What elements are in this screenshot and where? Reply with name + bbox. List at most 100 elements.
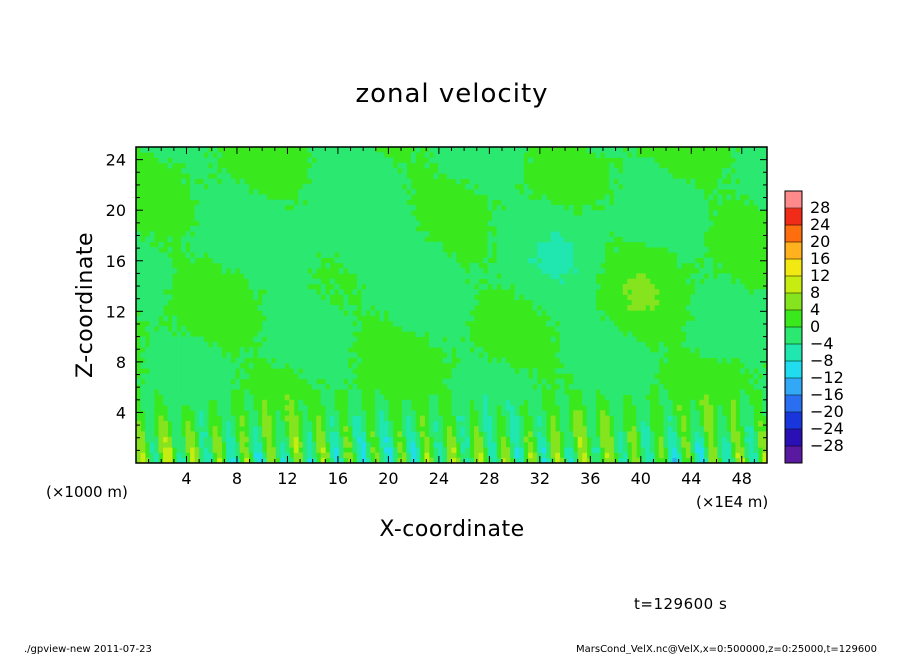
field-cell bbox=[446, 268, 452, 274]
field-cell bbox=[158, 283, 164, 290]
field-cell bbox=[293, 226, 299, 232]
field-cell bbox=[550, 426, 556, 432]
field-cell bbox=[550, 231, 556, 237]
field-cell bbox=[622, 168, 628, 174]
field-cell bbox=[167, 389, 173, 395]
field-cell bbox=[388, 441, 394, 448]
field-cell bbox=[613, 231, 619, 237]
field-cell bbox=[325, 405, 331, 411]
field-cell bbox=[347, 226, 353, 232]
field-cell bbox=[532, 210, 538, 216]
field-cell bbox=[721, 289, 727, 295]
field-cell bbox=[627, 283, 633, 290]
field-cell bbox=[676, 405, 682, 411]
field-cell bbox=[550, 215, 556, 222]
field-cell bbox=[514, 441, 520, 448]
field-cell bbox=[338, 336, 344, 343]
field-cell bbox=[289, 341, 295, 348]
field-cell bbox=[514, 204, 520, 211]
field-cell bbox=[325, 215, 331, 222]
field-cell bbox=[582, 262, 588, 269]
field-cell bbox=[172, 426, 177, 432]
field-cell bbox=[622, 352, 628, 359]
field-cell bbox=[316, 352, 322, 359]
field-cell bbox=[645, 384, 651, 390]
field-cell bbox=[451, 457, 457, 464]
field-cell bbox=[658, 204, 664, 211]
field-cell bbox=[568, 241, 574, 248]
field-cell bbox=[437, 162, 443, 169]
field-cell bbox=[311, 315, 317, 322]
field-cell bbox=[658, 189, 664, 195]
field-cell bbox=[410, 431, 416, 438]
field-cell bbox=[316, 331, 322, 337]
field-cell bbox=[460, 152, 466, 158]
field-cell bbox=[483, 162, 488, 169]
field-cell bbox=[708, 426, 714, 432]
field-cell bbox=[289, 305, 295, 311]
field-cell bbox=[609, 405, 615, 411]
field-cell bbox=[573, 452, 579, 459]
field-cell bbox=[586, 357, 592, 364]
field-cell bbox=[392, 452, 398, 459]
field-cell bbox=[154, 273, 159, 280]
field-cell bbox=[185, 357, 191, 364]
field-cell bbox=[762, 378, 768, 385]
field-cell bbox=[253, 220, 259, 227]
field-cell bbox=[424, 273, 430, 280]
field-cell bbox=[338, 441, 344, 448]
field-cell bbox=[316, 362, 322, 369]
field-cell bbox=[284, 268, 290, 274]
field-cell bbox=[361, 178, 367, 185]
field-cell bbox=[501, 410, 506, 416]
field-cell bbox=[289, 241, 295, 248]
field-cell bbox=[212, 368, 218, 374]
field-cell bbox=[410, 204, 416, 211]
field-cell bbox=[478, 394, 484, 401]
field-cell bbox=[496, 378, 502, 385]
field-cell bbox=[149, 268, 155, 274]
field-cell bbox=[645, 215, 651, 222]
field-cell bbox=[433, 252, 439, 258]
field-cell bbox=[456, 389, 461, 395]
field-cell bbox=[636, 299, 642, 306]
field-cell bbox=[392, 299, 398, 306]
field-cell bbox=[257, 236, 263, 243]
field-cell bbox=[356, 283, 362, 290]
field-cell bbox=[217, 189, 223, 195]
field-cell bbox=[424, 320, 430, 327]
field-cell bbox=[627, 173, 633, 179]
field-cell bbox=[145, 394, 150, 401]
field-cell bbox=[460, 426, 466, 432]
field-cell bbox=[613, 399, 619, 406]
field-cell bbox=[253, 210, 259, 216]
field-cell bbox=[221, 173, 227, 179]
field-cell bbox=[181, 362, 186, 369]
field-cell bbox=[226, 415, 232, 422]
field-cell bbox=[320, 252, 326, 258]
field-cell bbox=[176, 405, 182, 411]
field-cell bbox=[221, 210, 227, 216]
field-cell bbox=[730, 352, 736, 359]
field-cell bbox=[140, 452, 146, 459]
field-cell bbox=[388, 294, 394, 301]
field-cell bbox=[478, 173, 484, 179]
field-cell bbox=[442, 326, 448, 332]
field-cell bbox=[708, 347, 714, 353]
field-cell bbox=[446, 283, 452, 290]
field-cell bbox=[329, 204, 335, 211]
field-cell bbox=[460, 278, 466, 285]
field-cell bbox=[564, 283, 570, 290]
field-cell bbox=[465, 441, 470, 448]
field-cell bbox=[379, 168, 385, 174]
field-cell bbox=[640, 357, 646, 364]
field-cell bbox=[437, 273, 443, 280]
field-cell bbox=[226, 447, 232, 453]
field-cell bbox=[672, 431, 678, 438]
field-cell bbox=[383, 262, 389, 269]
field-cell bbox=[410, 283, 416, 290]
field-cell bbox=[320, 231, 326, 237]
field-cell bbox=[492, 452, 497, 459]
field-cell bbox=[739, 305, 745, 311]
field-cell bbox=[226, 457, 232, 464]
